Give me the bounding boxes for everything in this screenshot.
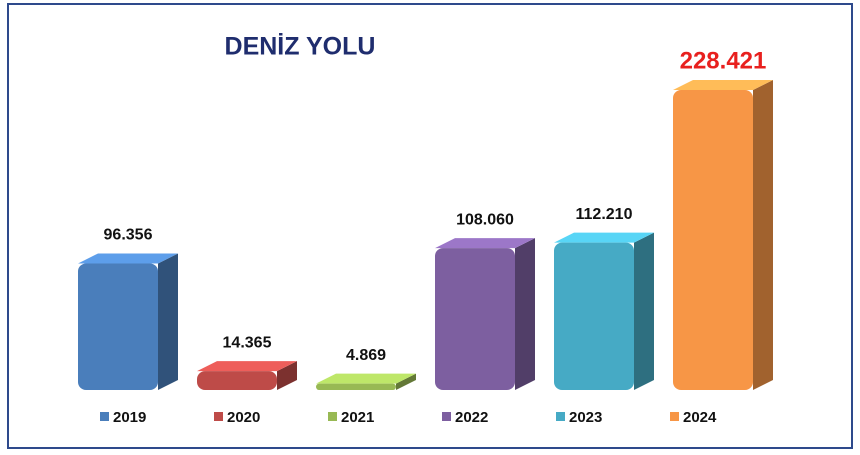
legend-label: 2020 [227,409,260,426]
bar [554,232,654,390]
bar-top [78,253,178,264]
bar-top [197,361,297,372]
bar-front [316,383,396,390]
bar-side [634,232,654,390]
bar [316,373,416,390]
legend-label: 2023 [569,409,602,426]
bar-top [554,232,654,243]
legend-label: 2021 [341,409,374,426]
bar [78,253,178,390]
bar-front [197,371,277,390]
legend-swatch [328,412,337,421]
bar-side [396,373,416,390]
bar-front [435,248,515,390]
value-label: 108.060 [456,211,514,228]
bar [197,361,297,390]
legend-swatch [100,412,109,421]
value-label: 14.365 [223,334,272,351]
chart-title: DENİZ YOLU [225,33,376,61]
bar-top [673,80,773,90]
value-label: 4.869 [346,347,386,364]
bar-front [673,90,753,390]
bar-top [435,238,535,249]
legend-label: 2024 [683,409,717,426]
legend-label: 2019 [113,409,146,426]
bar-side [515,238,535,390]
bar-side [277,361,297,390]
bar-front [78,263,158,390]
legend-swatch [556,412,565,421]
value-label: 228.421 [680,47,767,74]
bar-side [753,80,773,390]
value-label: 96.356 [104,227,153,244]
bar-front [554,242,634,390]
bar [673,80,773,390]
bar-side [158,253,178,390]
legend-swatch [442,412,451,421]
value-label: 112.210 [576,206,633,223]
bar [435,238,535,390]
legend-swatch [670,412,679,421]
legend-label: 2022 [455,409,488,426]
legend-swatch [214,412,223,421]
bar-top [316,373,416,384]
